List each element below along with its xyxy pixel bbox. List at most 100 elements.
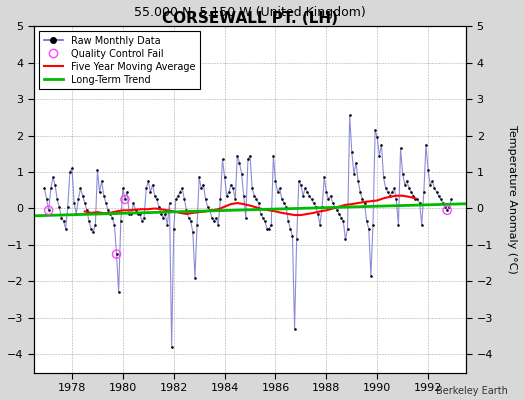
Point bbox=[403, 178, 411, 184]
Point bbox=[409, 192, 418, 199]
Point bbox=[394, 222, 402, 228]
Point bbox=[45, 207, 53, 214]
Point bbox=[134, 211, 142, 217]
Point bbox=[79, 192, 87, 199]
Point bbox=[148, 182, 157, 188]
Point bbox=[345, 112, 354, 119]
Point bbox=[252, 196, 260, 202]
Point bbox=[284, 218, 292, 224]
Point bbox=[361, 200, 369, 206]
Point bbox=[61, 225, 70, 232]
Legend: Raw Monthly Data, Quality Control Fail, Five Year Moving Average, Long-Term Tren: Raw Monthly Data, Quality Control Fail, … bbox=[39, 31, 200, 90]
Point bbox=[216, 196, 225, 202]
Point bbox=[68, 165, 76, 172]
Point bbox=[411, 196, 420, 202]
Point bbox=[347, 149, 356, 155]
Point bbox=[155, 204, 163, 210]
Point bbox=[49, 174, 57, 181]
Point bbox=[392, 196, 400, 202]
Point bbox=[178, 185, 187, 192]
Point bbox=[121, 196, 129, 202]
Point bbox=[159, 214, 167, 221]
Point bbox=[246, 152, 254, 159]
Point bbox=[205, 207, 214, 214]
Point bbox=[365, 225, 373, 232]
Point bbox=[420, 189, 428, 195]
Point bbox=[102, 200, 110, 206]
Point bbox=[443, 207, 451, 214]
Point bbox=[182, 207, 191, 214]
Point bbox=[286, 225, 294, 232]
Point bbox=[316, 222, 324, 228]
Point bbox=[53, 196, 61, 202]
Point bbox=[301, 185, 309, 192]
Point bbox=[339, 218, 347, 224]
Point bbox=[119, 185, 127, 192]
Point bbox=[229, 185, 237, 192]
Point bbox=[258, 214, 267, 221]
Point bbox=[331, 204, 339, 210]
Point bbox=[369, 222, 377, 228]
Point bbox=[379, 174, 388, 181]
Point bbox=[161, 211, 169, 217]
Point bbox=[233, 152, 242, 159]
Point bbox=[165, 200, 173, 206]
Point bbox=[384, 189, 392, 195]
Point bbox=[83, 207, 91, 214]
Point bbox=[356, 189, 365, 195]
Title: CORSEWALL PT. (LH): CORSEWALL PT. (LH) bbox=[162, 11, 338, 26]
Point bbox=[276, 185, 284, 192]
Point bbox=[219, 156, 227, 162]
Point bbox=[352, 160, 360, 166]
Point bbox=[280, 200, 288, 206]
Point bbox=[104, 207, 112, 214]
Point bbox=[312, 204, 320, 210]
Point bbox=[337, 214, 345, 221]
Point bbox=[371, 127, 379, 133]
Point bbox=[150, 192, 159, 199]
Point bbox=[95, 189, 104, 195]
Point bbox=[439, 200, 447, 206]
Point bbox=[59, 218, 68, 224]
Point bbox=[407, 189, 416, 195]
Point bbox=[265, 225, 274, 232]
Point bbox=[428, 178, 436, 184]
Point bbox=[274, 189, 282, 195]
Point bbox=[282, 204, 290, 210]
Point bbox=[308, 196, 316, 202]
Point bbox=[320, 174, 329, 181]
Point bbox=[55, 204, 63, 210]
Point bbox=[329, 200, 337, 206]
Point bbox=[324, 196, 333, 202]
Point bbox=[170, 225, 178, 232]
Point bbox=[426, 182, 434, 188]
Point bbox=[187, 218, 195, 224]
Point bbox=[201, 196, 210, 202]
Point bbox=[127, 211, 136, 217]
Point bbox=[254, 200, 263, 206]
Point bbox=[208, 214, 216, 221]
Point bbox=[278, 196, 286, 202]
Point bbox=[377, 142, 386, 148]
Point bbox=[333, 207, 341, 214]
Point bbox=[335, 211, 343, 217]
Point bbox=[63, 204, 72, 210]
Point bbox=[129, 200, 138, 206]
Point bbox=[436, 196, 445, 202]
Point bbox=[57, 214, 66, 221]
Point bbox=[242, 214, 250, 221]
Point bbox=[231, 196, 239, 202]
Point bbox=[314, 211, 322, 217]
Point bbox=[322, 189, 331, 195]
Point bbox=[45, 207, 53, 214]
Point bbox=[358, 196, 367, 202]
Point bbox=[89, 229, 97, 236]
Point bbox=[142, 185, 150, 192]
Point bbox=[93, 167, 102, 173]
Point bbox=[269, 152, 278, 159]
Point bbox=[310, 200, 318, 206]
Point bbox=[91, 222, 100, 228]
Point bbox=[146, 189, 155, 195]
Point bbox=[326, 192, 335, 199]
Point bbox=[416, 200, 424, 206]
